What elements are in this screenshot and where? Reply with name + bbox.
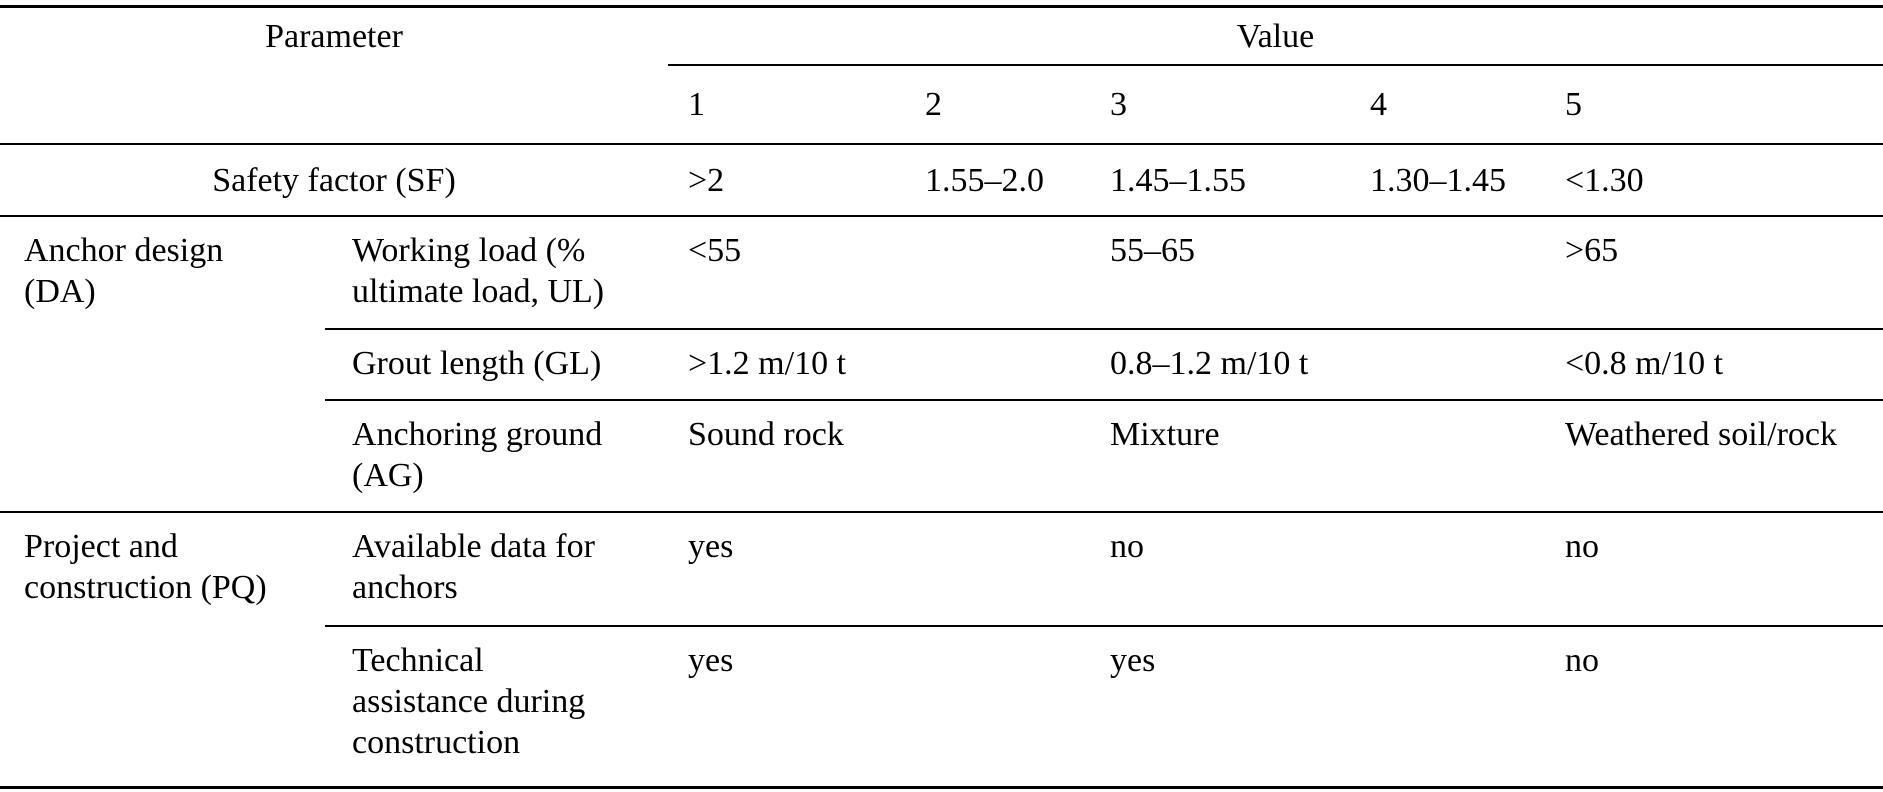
available-data-value-5: no bbox=[1545, 511, 1883, 628]
value-col-header-2: 2 bbox=[905, 65, 1090, 145]
grout-length-value-1: >1.2 m/10 t bbox=[668, 329, 905, 401]
working-load-value-4 bbox=[1350, 216, 1545, 331]
param-available-data: Available data for anchors bbox=[325, 511, 668, 628]
header-row-1: Parameter Value bbox=[0, 6, 1883, 67]
anchoring-ground-row: Anchoring ground (AG) Sound rock Mixture… bbox=[0, 399, 1883, 513]
group-label-anchor-design: Anchor design (DA) bbox=[0, 216, 325, 513]
param-anchoring-ground: Anchoring ground (AG) bbox=[325, 399, 668, 513]
anchoring-ground-value-1: Sound rock bbox=[668, 399, 905, 513]
anchoring-ground-value-4 bbox=[1350, 399, 1545, 513]
working-load-value-3: 55–65 bbox=[1090, 216, 1350, 331]
safety-factor-value-4: 1.30–1.45 bbox=[1350, 143, 1545, 218]
available-data-value-1: yes bbox=[668, 511, 905, 628]
working-load-value-5: >65 bbox=[1545, 216, 1883, 331]
anchoring-ground-value-5: Weathered soil/rock bbox=[1545, 399, 1883, 513]
group-label-project-construction: Project and construction (PQ) bbox=[24, 527, 267, 606]
grout-length-value-2 bbox=[905, 329, 1090, 401]
anchoring-ground-value-3: Mixture bbox=[1090, 399, 1350, 513]
param-grout-length: Grout length (GL) bbox=[325, 329, 668, 401]
technical-assistance-value-1: yes bbox=[688, 642, 734, 679]
param-technical-assistance: Technical assistance during construction bbox=[352, 642, 586, 761]
header-value: Value bbox=[668, 6, 1883, 67]
safety-factor-row: Safety factor (SF) >2 1.55–2.0 1.45–1.55… bbox=[0, 143, 1883, 218]
header-row-2: 1 2 3 4 5 bbox=[0, 65, 1883, 145]
technical-assistance-value-5: no bbox=[1565, 642, 1599, 679]
grout-length-row: Grout length (GL) >1.2 m/10 t 0.8–1.2 m/… bbox=[0, 329, 1883, 401]
safety-factor-value-1: >2 bbox=[668, 143, 905, 218]
working-load-value-2 bbox=[905, 216, 1090, 331]
technical-assistance-value-4 bbox=[1350, 626, 1545, 788]
available-data-value-3: no bbox=[1090, 511, 1350, 628]
safety-factor-value-5: <1.30 bbox=[1545, 143, 1883, 218]
available-data-value-4 bbox=[1350, 511, 1545, 628]
working-load-row: Anchor design (DA) Working load (% ultim… bbox=[0, 216, 1883, 513]
anchoring-ground-value-2 bbox=[905, 399, 1090, 513]
parameter-value-table: Parameter Value 1 2 3 4 5 Safety factor … bbox=[0, 5, 1883, 789]
header-spacer bbox=[0, 65, 668, 145]
safety-factor-value-3: 1.45–1.55 bbox=[1090, 143, 1350, 218]
safety-factor-value-2: 1.55–2.0 bbox=[905, 143, 1090, 218]
technical-assistance-value-2 bbox=[905, 626, 1090, 788]
available-data-value-2 bbox=[905, 511, 1090, 628]
working-load-value-1: <55 bbox=[668, 216, 905, 331]
safety-factor-label: Safety factor (SF) bbox=[0, 143, 668, 218]
value-col-header-4: 4 bbox=[1350, 65, 1545, 145]
value-col-header-1: 1 bbox=[668, 65, 905, 145]
value-col-header-5: 5 bbox=[1545, 65, 1883, 145]
available-data-row: Project and construction (PQ) Available … bbox=[0, 511, 1883, 628]
param-working-load: Working load (% ultimate load, UL) bbox=[325, 216, 668, 331]
technical-assistance-row: Technical assistance during construction… bbox=[0, 626, 1883, 788]
technical-assistance-value-3: yes bbox=[1110, 642, 1156, 679]
grout-length-value-5: <0.8 m/10 t bbox=[1545, 329, 1883, 401]
value-col-header-3: 3 bbox=[1090, 65, 1350, 145]
header-parameter: Parameter bbox=[265, 18, 403, 55]
grout-length-value-3: 0.8–1.2 m/10 t bbox=[1090, 329, 1350, 401]
grout-length-value-4 bbox=[1350, 329, 1545, 401]
paper-table-page: Parameter Value 1 2 3 4 5 Safety factor … bbox=[0, 5, 1883, 792]
